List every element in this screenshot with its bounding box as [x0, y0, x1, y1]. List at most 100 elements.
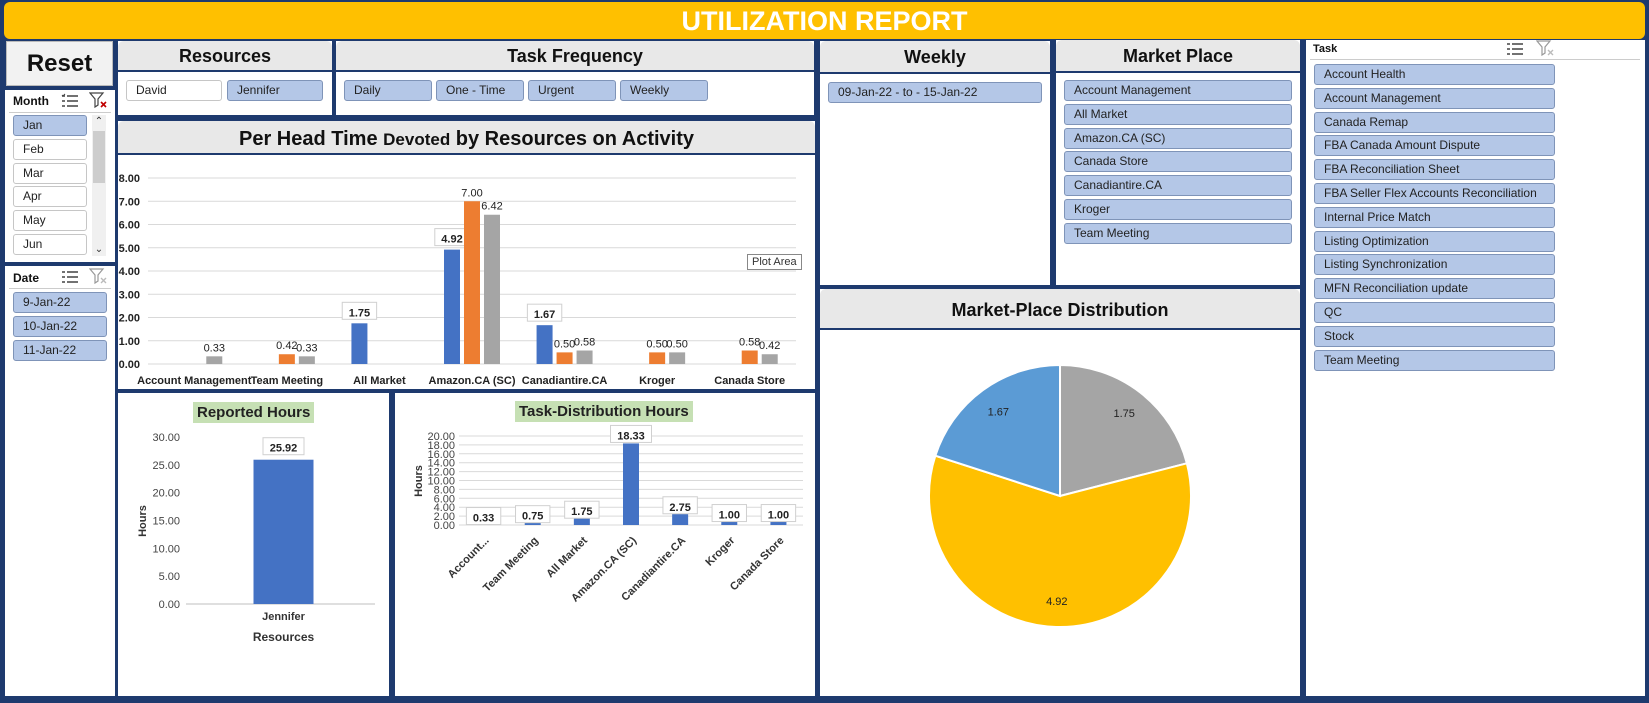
task-slicer-header: Task — [1313, 43, 1338, 55]
data-label-box — [526, 303, 563, 322]
data-label: 7.00 — [461, 187, 482, 199]
data-label: 1.00 — [768, 510, 789, 522]
bar — [524, 521, 541, 525]
x-tick-label: All Market — [544, 534, 590, 580]
x-tick-label: Amazon.CA (SC) — [429, 375, 516, 387]
plot-area-tooltip: Plot Area — [747, 254, 802, 270]
market-place-item[interactable]: Canada Store — [1064, 151, 1292, 173]
task-item[interactable]: QC — [1314, 302, 1555, 323]
reset-button[interactable]: Reset — [6, 41, 113, 86]
scroll-thumb[interactable] — [93, 131, 105, 183]
x-tick-label: Canadiantire.CA — [522, 375, 608, 387]
y-tick-label: 16.00 — [427, 449, 455, 461]
bar — [464, 201, 480, 364]
month-item[interactable]: Feb — [13, 138, 87, 160]
date-item[interactable]: 9-Jan-22 — [13, 292, 107, 313]
task-item[interactable]: Listing Optimization — [1314, 230, 1555, 252]
month-item[interactable]: Jun — [13, 234, 87, 255]
task-frequency-item[interactable]: Urgent — [528, 80, 616, 101]
market-place-item[interactable]: Team Meeting — [1064, 222, 1292, 244]
market-place-item[interactable]: Canadiantire.CA — [1064, 175, 1292, 197]
task-item[interactable]: FBA Seller Flex Accounts Reconciliation — [1314, 183, 1555, 204]
month-item[interactable]: May — [13, 210, 87, 232]
task-distribution-panel: Task-Distribution Hours 0.00 2.00 4.00 6.00… — [395, 393, 815, 696]
multi-select-icon[interactable] — [1506, 41, 1524, 57]
task-item[interactable]: FBA Canada Amount Dispute — [1314, 135, 1555, 157]
y-axis-title: Hours — [137, 505, 149, 537]
y-tick-label: 5.00 — [159, 571, 180, 583]
task-frequency-item[interactable]: One - Time — [436, 80, 524, 101]
x-tick-label: Account Management — [137, 375, 252, 387]
weekly-slicer: Weekly 09-Jan-22 - to - 15-Jan-22 — [820, 41, 1050, 285]
task-distribution-chart: 0.002.004.006.008.0010.0012.0014.0016.00… — [413, 424, 803, 605]
bar — [721, 520, 738, 525]
market-place-item[interactable]: Kroger — [1064, 199, 1292, 220]
data-label: 0.58 — [574, 337, 595, 349]
month-item[interactable]: Apr — [13, 186, 87, 208]
task-item[interactable]: Account Management — [1314, 87, 1555, 109]
market-place-item[interactable]: Account Management — [1064, 80, 1292, 101]
multi-select-icon[interactable] — [61, 269, 79, 285]
y-tick-label: 18.00 — [427, 440, 455, 452]
y-tick-label: 30.00 — [152, 432, 180, 444]
data-label-box — [515, 505, 551, 524]
filter-icon[interactable] — [89, 268, 107, 284]
title-part-2: Devoted — [383, 130, 451, 149]
scroll-up-icon[interactable]: ⌃ — [94, 116, 104, 127]
y-tick-label: 10.00 — [152, 543, 180, 555]
task-frequency-item[interactable]: Daily — [344, 80, 432, 101]
pie-label: 4.92 — [1046, 596, 1067, 608]
month-scrollbar[interactable]: ⌃ ⌄ — [92, 115, 106, 256]
date-slicer: Date 9-Jan-22 10-Jan-22 11-Jan-22 — [5, 266, 115, 696]
pie-slice — [1059, 363, 1189, 498]
y-tick-label: 14.00 — [427, 458, 455, 470]
y-tick-label: 0.00 — [119, 359, 140, 371]
task-item[interactable]: Canada Remap — [1314, 111, 1555, 133]
clear-filter-icon[interactable] — [89, 92, 107, 108]
task-item[interactable]: Stock — [1314, 325, 1555, 347]
bar — [770, 520, 787, 525]
task-frequency-header: Task Frequency — [336, 41, 814, 72]
y-tick-label: 1.00 — [119, 336, 140, 348]
pie-slice — [934, 363, 1061, 498]
task-item[interactable]: MFN Reconciliation update — [1314, 278, 1555, 300]
pie-slice — [928, 454, 1192, 628]
task-item[interactable]: Internal Price Match — [1314, 206, 1555, 228]
x-tick-label: Jennifer — [262, 611, 306, 623]
weekly-item[interactable]: 09-Jan-22 - to - 15-Jan-22 — [828, 82, 1042, 103]
bar — [206, 356, 223, 364]
month-item[interactable]: Jan — [13, 115, 87, 136]
y-tick-label: 10.00 — [427, 476, 455, 488]
market-place-item[interactable]: All Market — [1064, 103, 1292, 125]
bar — [649, 352, 666, 364]
market-place-item[interactable]: Amazon.CA (SC) — [1064, 127, 1292, 149]
data-label-box — [262, 437, 305, 456]
per-head-chart: 0.00 1.00 2.00 3.00 4.00 5.00 6.00 7.00 8.00 Acco… — [119, 173, 796, 387]
bar — [484, 214, 500, 364]
task-item[interactable]: Team Meeting — [1314, 349, 1555, 371]
bar — [573, 517, 590, 525]
resource-item[interactable]: David — [126, 80, 222, 101]
reset-label: Reset — [26, 50, 93, 77]
x-tick-label: Kroger — [703, 534, 737, 568]
date-item[interactable]: 11-Jan-22 — [13, 339, 107, 361]
month-item[interactable]: Mar — [13, 162, 87, 184]
data-label-box — [711, 504, 747, 523]
task-item[interactable]: Listing Synchronization — [1314, 254, 1555, 276]
x-tick-label: Team Meeting — [251, 375, 324, 387]
data-label: 18.33 — [617, 430, 645, 442]
resource-item[interactable]: Jennifer — [227, 80, 323, 101]
y-tick-label: 12.00 — [427, 467, 455, 479]
task-item[interactable]: FBA Reconciliation Sheet — [1314, 159, 1555, 181]
task-frequency-item[interactable]: Weekly — [620, 80, 708, 101]
scroll-down-icon[interactable]: ⌄ — [94, 244, 104, 255]
market-distribution-title: Market-Place Distribution — [820, 289, 1300, 330]
multi-select-icon[interactable] — [61, 93, 79, 109]
filter-icon[interactable] — [1536, 40, 1554, 56]
bar — [761, 354, 778, 364]
data-label: 0.50 — [554, 338, 575, 350]
data-label: 0.58 — [739, 337, 760, 349]
date-item[interactable]: 10-Jan-22 — [13, 315, 107, 337]
pie-label: 1.75 — [1113, 408, 1134, 420]
task-item[interactable]: Account Health — [1314, 64, 1555, 85]
